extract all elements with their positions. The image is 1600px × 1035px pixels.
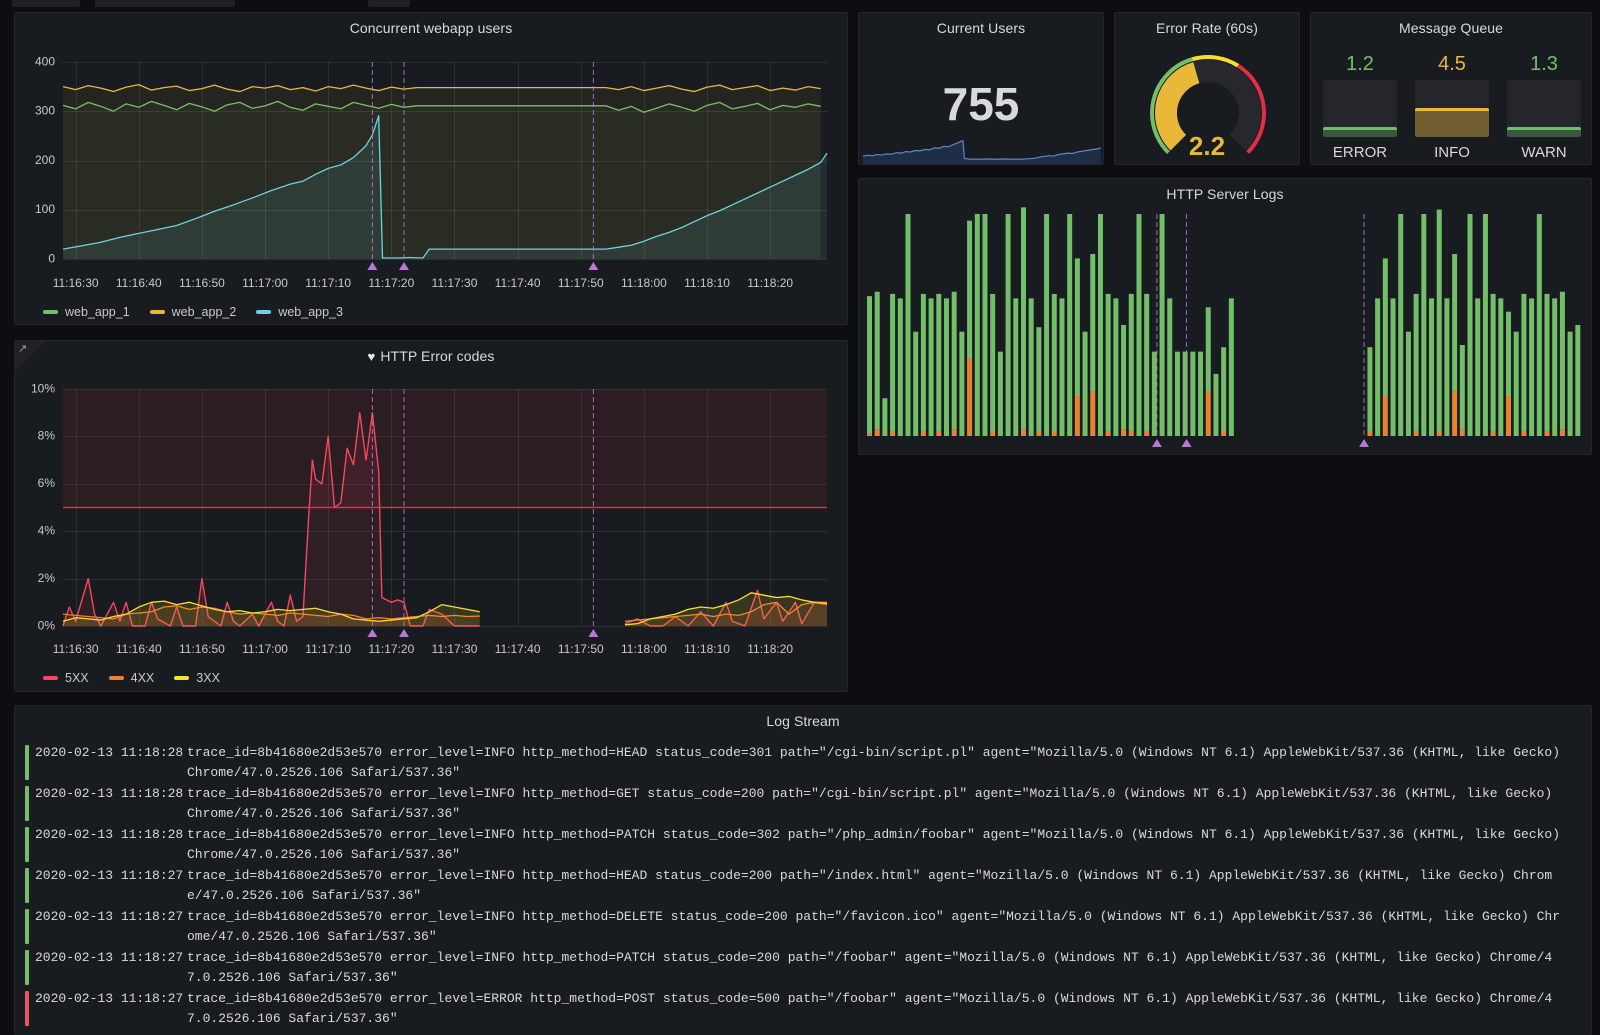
panel-title[interactable]: Log Stream <box>766 713 840 729</box>
legend-label: web_app_2 <box>171 305 237 319</box>
heart-icon: ♥ <box>367 349 376 364</box>
log-message: trace_id=8b41680e2d53e570 error_level=IN… <box>187 786 1561 821</box>
panel-log-stream: Log Stream 2020-02-13 11:18:28 trace_id=8… <box>14 705 1592 1035</box>
bargauge-warn[interactable]: 1.3 WARN <box>1507 53 1581 161</box>
current-users-value: 755 <box>942 78 1020 130</box>
log-row[interactable]: 2020-02-13 11:18:27 trace_id=8b41680e2d53… <box>25 988 1585 1029</box>
log-message: trace_id=8b41680e2d53e570 error_level=IN… <box>187 745 1568 780</box>
bargauge-label: ERROR <box>1332 144 1388 161</box>
log-message: trace_id=8b41680e2d53e570 error_level=IN… <box>187 950 1553 985</box>
legend-item[interactable]: web_app_2 <box>149 305 237 319</box>
legend-item[interactable]: 5XX <box>43 671 89 685</box>
log-level-bar <box>25 909 29 944</box>
legend-swatch <box>149 310 165 314</box>
current-users-sparkline[interactable] <box>863 137 1101 164</box>
http-server-logs-chart[interactable] <box>859 207 1593 454</box>
panel-title[interactable]: Current Users <box>936 20 1026 36</box>
legend-item[interactable]: 4XX <box>108 671 155 685</box>
concurrent-users-chart[interactable] <box>15 47 849 303</box>
log-level-bar <box>25 745 29 780</box>
log-timestamp: 2020-02-13 11:18:28 <box>35 786 184 801</box>
legend-item[interactable]: web_app_1 <box>43 305 130 319</box>
external-link-icon[interactable]: ↗ <box>18 343 28 355</box>
error-rate-value: 2.2 <box>1188 131 1226 161</box>
toolbar-remnant[interactable] <box>95 0 235 7</box>
legend-item[interactable]: web_app_3 <box>256 305 343 319</box>
log-timestamp: 2020-02-13 11:18:27 <box>35 868 184 883</box>
log-level-bar <box>25 991 29 1026</box>
log-rows: 2020-02-13 11:18:28 trace_id=8b41680e2d53… <box>25 742 1585 1029</box>
log-row[interactable]: 2020-02-13 11:18:28 trace_id=8b41680e2d53… <box>25 824 1585 865</box>
log-message: trace_id=8b41680e2d53e570 error_level=IN… <box>187 827 1568 862</box>
log-level-bar <box>25 950 29 985</box>
legend-item[interactable]: 3XX <box>174 671 220 685</box>
legend-label: web_app_3 <box>278 305 343 319</box>
panel-title[interactable]: HTTP Server Logs <box>1166 186 1284 202</box>
legend: web_app_1 web_app_2 web_app_3 <box>43 305 343 319</box>
legend-swatch <box>256 310 272 314</box>
panel-error-rate: Error Rate (60s) 2.2 <box>1114 12 1301 165</box>
bargauge-fill <box>1507 127 1581 137</box>
bargauge-value: 1.3 <box>1530 53 1558 75</box>
log-row[interactable]: 2020-02-13 11:18:28 trace_id=8b41680e2d53… <box>25 742 1585 783</box>
bargauge-error[interactable]: 1.2 ERROR <box>1323 53 1397 161</box>
legend-swatch <box>43 676 58 680</box>
legend-swatch <box>108 676 124 680</box>
log-message: trace_id=8b41680e2d53e570 error_level=ER… <box>187 991 1553 1026</box>
panel-title[interactable]: ♥ HTTP Error codes <box>367 348 495 364</box>
http-error-codes-chart[interactable] <box>15 375 849 673</box>
log-row[interactable]: 2020-02-13 11:18:28 trace_id=8b41680e2d53… <box>25 783 1585 824</box>
panel-message-queue: Message Queue 1.2 ERROR 4.5 INFO 1.3 WAR… <box>1310 12 1592 165</box>
log-message: trace_id=8b41680e2d53e570 error_level=IN… <box>187 909 1561 944</box>
bargauge-value: 4.5 <box>1438 53 1466 75</box>
bargauge-track <box>1323 80 1397 137</box>
log-timestamp: 2020-02-13 11:18:27 <box>35 991 184 1006</box>
legend-swatch <box>43 310 58 314</box>
bargauge-fill <box>1323 127 1397 137</box>
toolbar-remnant[interactable] <box>368 0 410 7</box>
bargauge-value: 1.2 <box>1346 53 1374 75</box>
log-timestamp: 2020-02-13 11:18:28 <box>35 827 184 842</box>
panel-concurrent-webapp-users: Concurrent webapp users web_app_1 web_app… <box>14 12 849 325</box>
log-row[interactable]: 2020-02-13 11:18:27 trace_id=8b41680e2d53… <box>25 947 1585 988</box>
error-rate-gauge[interactable] <box>1115 39 1301 161</box>
bargauge-info[interactable]: 4.5 INFO <box>1415 53 1489 161</box>
bargauge-fill <box>1415 108 1489 137</box>
panel-title[interactable]: Message Queue <box>1398 20 1504 36</box>
bargauge-track <box>1415 80 1489 137</box>
panel-http-server-logs: HTTP Server Logs <box>858 178 1593 455</box>
panel-current-users: Current Users 755 <box>858 12 1104 165</box>
bargauge-track <box>1507 80 1581 137</box>
legend: 5XX 4XX 3XX <box>43 671 220 685</box>
log-timestamp: 2020-02-13 11:18:27 <box>35 950 184 965</box>
log-level-bar <box>25 868 29 903</box>
legend-label: web_app_1 <box>65 305 130 319</box>
toolbar-remnant[interactable] <box>12 0 80 7</box>
legend-label: 4XX <box>130 671 155 685</box>
log-row[interactable]: 2020-02-13 11:18:27 trace_id=8b41680e2d53… <box>25 865 1585 906</box>
log-level-bar <box>25 827 29 862</box>
log-message: trace_id=8b41680e2d53e570 error_level=IN… <box>187 868 1553 903</box>
panel-title[interactable]: Error Rate (60s) <box>1156 20 1258 36</box>
panel-http-error-codes: ↗ ♥ HTTP Error codes 5XX 4XX 3XX <box>14 340 849 692</box>
legend-label: 3XX <box>196 671 220 685</box>
log-timestamp: 2020-02-13 11:18:28 <box>35 745 184 760</box>
bargauge-label: WARN <box>1521 144 1567 161</box>
log-row[interactable]: 2020-02-13 11:18:27 trace_id=8b41680e2d53… <box>25 906 1585 947</box>
legend-label: 5XX <box>65 671 89 685</box>
legend-swatch <box>174 676 190 680</box>
log-level-bar <box>25 786 29 821</box>
panel-title[interactable]: Concurrent webapp users <box>349 20 513 36</box>
bargauge-label: INFO <box>1434 144 1470 161</box>
panel-links-corner <box>15 341 45 371</box>
log-timestamp: 2020-02-13 11:18:27 <box>35 909 184 924</box>
